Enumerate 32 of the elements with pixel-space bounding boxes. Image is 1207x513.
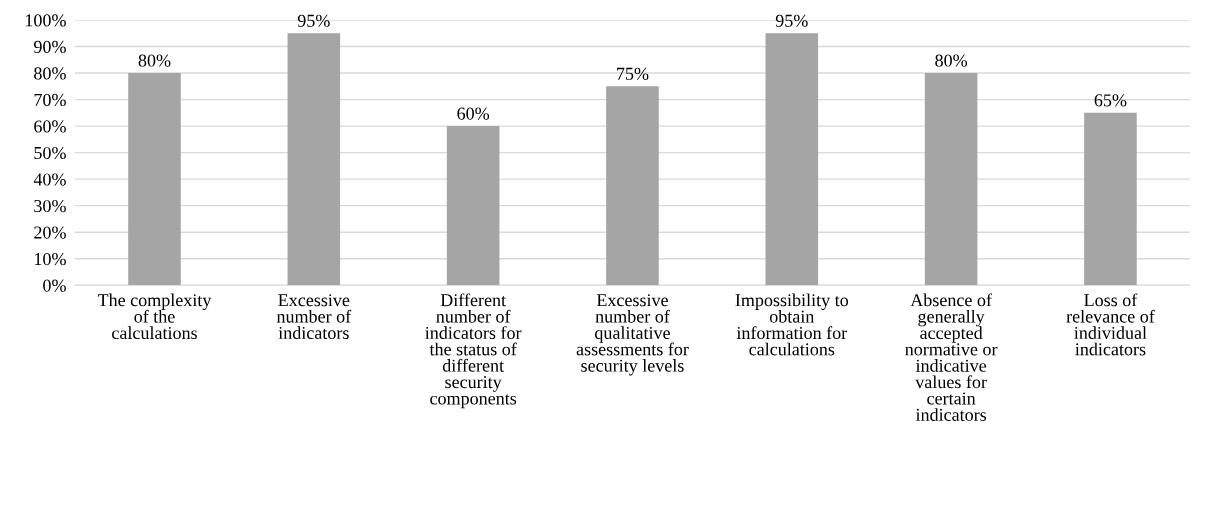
y-tick-label: 90% — [33, 40, 66, 54]
data-label: 95% — [297, 14, 330, 27]
y-tick-label: 20% — [34, 226, 66, 239]
x-tick-label: The complexity of the calculations — [97, 293, 212, 340]
y-tick-label: 50% — [34, 146, 66, 160]
x-tick-label: Loss of relevance of individual indicators — [1066, 293, 1155, 356]
x-tick-label: Excessive number of qualitative assessments for security levels — [576, 294, 689, 376]
x-tick-label: Impossibility to obtain information for calculations — [735, 293, 849, 356]
data-label: 65% — [1094, 94, 1127, 107]
data-label: 95% — [775, 14, 808, 27]
y-tick-label: 60% — [34, 120, 66, 133]
x-tick-label: Different number of indicators for the status of different security components — [425, 293, 522, 409]
bar — [1084, 112, 1137, 286]
bar — [446, 126, 500, 286]
y-tick-label: 40% — [33, 173, 66, 186]
y-tick-label: 10% — [34, 252, 66, 266]
data-label: 80% — [935, 54, 968, 67]
y-tick-label: 80% — [34, 67, 66, 80]
bar — [765, 33, 819, 286]
y-tick-label: 70% — [34, 93, 66, 107]
bar — [287, 33, 341, 286]
data-label: 75% — [617, 67, 649, 80]
bar — [606, 86, 659, 286]
y-tick-label: 100% — [25, 14, 66, 27]
bar — [128, 73, 181, 286]
y-tick-label: 30% — [34, 199, 66, 213]
bar — [924, 73, 978, 286]
x-tick-label: Excessive number of indicators — [276, 294, 352, 340]
data-label: 60% — [457, 107, 490, 120]
data-label: 80% — [138, 54, 171, 67]
y-tick-label: 0% — [43, 279, 66, 292]
x-tick-label: Absence of generally accepted normative or indicative values for certain indicators — [905, 293, 998, 421]
